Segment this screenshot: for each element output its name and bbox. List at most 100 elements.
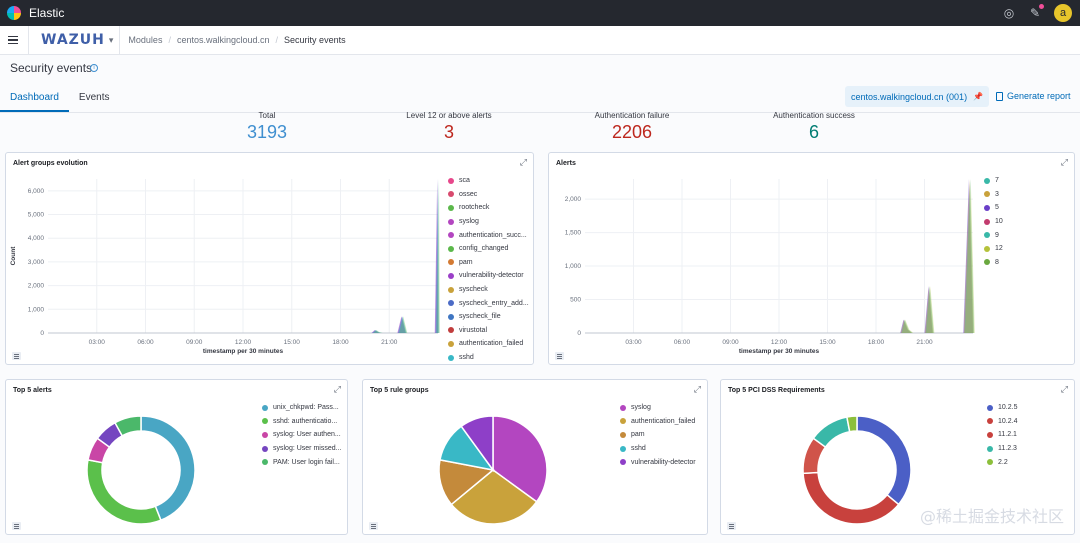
legend-item[interactable]: unix_chkpwd: Pass... bbox=[262, 401, 341, 415]
top5-rule-groups-pie[interactable] bbox=[433, 410, 553, 530]
help-icon[interactable]: ◎ bbox=[1003, 6, 1015, 20]
legend-color-dot bbox=[984, 218, 990, 225]
legend-color-dot bbox=[448, 191, 454, 198]
stat-value[interactable]: 2206 bbox=[611, 122, 653, 142]
legend-item[interactable]: syslog bbox=[448, 215, 529, 229]
breadcrumb-agent[interactable]: centos.walkingcloud.cn bbox=[176, 35, 270, 45]
legend-item[interactable]: sshd bbox=[448, 351, 529, 365]
avatar[interactable]: a bbox=[1054, 4, 1072, 22]
menu-icon[interactable] bbox=[8, 35, 18, 45]
y-tick-label: 5,000 bbox=[28, 212, 45, 219]
legend-label: ossec bbox=[459, 190, 478, 198]
alert-groups-evolution-chart[interactable]: 03:00 06:00 09:00 12:00 15:00 18:00 21:00 0 1,00… bbox=[6, 171, 446, 361]
legend-toggle-icon[interactable] bbox=[555, 352, 564, 360]
legend-toggle-icon[interactable] bbox=[12, 522, 21, 530]
legend-label: 11.2.1 bbox=[998, 431, 1017, 439]
legend-label: 5 bbox=[995, 204, 999, 212]
legend-item[interactable]: vulnerability-detector bbox=[448, 269, 529, 283]
expand-icon[interactable]: ⤢ bbox=[1060, 384, 1068, 394]
top5-pci-donut[interactable] bbox=[797, 410, 917, 530]
info-icon[interactable]: i bbox=[90, 64, 98, 72]
expand-icon[interactable]: ⤢ bbox=[519, 157, 527, 167]
legend-item[interactable]: authentication_failed bbox=[620, 415, 696, 429]
legend-item[interactable]: vulnerability-detector bbox=[620, 455, 696, 469]
chevron-down-icon[interactable]: ▾ bbox=[108, 34, 114, 45]
legend-label: authentication_failed bbox=[631, 417, 696, 425]
news-feed-icon[interactable]: ✎ bbox=[1028, 4, 1044, 20]
wazuh-logo[interactable]: WAZUH bbox=[41, 32, 105, 48]
legend-color-dot bbox=[620, 445, 626, 452]
legend-item[interactable]: 11.2.3 bbox=[987, 442, 1017, 456]
legend-item[interactable]: sshd bbox=[620, 442, 696, 456]
legend-color-dot bbox=[987, 459, 993, 466]
legend-item[interactable]: 5 bbox=[984, 201, 1003, 215]
pie-slice bbox=[812, 416, 851, 449]
legend-item[interactable]: 9 bbox=[984, 228, 1003, 242]
area-series bbox=[900, 179, 973, 333]
pin-icon[interactable]: 📌 bbox=[973, 92, 984, 101]
top5-alerts-donut[interactable] bbox=[81, 410, 201, 530]
generate-report-button[interactable]: Generate report bbox=[996, 91, 1071, 101]
legend-item[interactable]: rootcheck bbox=[448, 201, 529, 215]
stat-value[interactable]: 3193 bbox=[246, 122, 288, 142]
expand-icon[interactable]: ⤢ bbox=[693, 384, 701, 394]
panel-title: Top 5 rule groups bbox=[370, 387, 429, 394]
legend-label: syscheck bbox=[459, 286, 488, 294]
x-axis-label: timestamp per 30 minutes bbox=[203, 348, 284, 355]
legend-color-dot bbox=[620, 459, 626, 466]
legend-item[interactable]: syscheck_file bbox=[448, 310, 529, 324]
divider bbox=[28, 25, 29, 55]
legend-label: vulnerability-detector bbox=[631, 458, 696, 466]
tab-dashboard[interactable]: Dashboard bbox=[0, 86, 69, 112]
legend-toggle-icon[interactable] bbox=[369, 522, 378, 530]
agent-filter-pill[interactable]: centos.walkingcloud.cn (001) 📌 bbox=[845, 86, 990, 107]
legend-toggle-icon[interactable] bbox=[727, 522, 736, 530]
legend-item[interactable]: 11.2.1 bbox=[987, 428, 1017, 442]
legend-item[interactable]: syslog: User authen... bbox=[262, 428, 341, 442]
legend-item[interactable]: sshd: authenticatio... bbox=[262, 415, 341, 429]
legend-color-dot bbox=[448, 313, 454, 320]
legend-item[interactable]: syslog: User missed... bbox=[262, 442, 341, 456]
legend-item[interactable]: 8 bbox=[984, 256, 1003, 270]
tab-bar: Dashboard Events bbox=[0, 86, 120, 112]
alerts-chart[interactable]: 03:00 06:00 09:00 12:00 15:00 18:00 21:00 0 500 1… bbox=[549, 171, 979, 361]
legend-item[interactable]: pam bbox=[620, 428, 696, 442]
legend-color-dot bbox=[448, 232, 454, 239]
legend-item[interactable]: 3 bbox=[984, 188, 1003, 202]
legend-item[interactable]: 10 bbox=[984, 215, 1003, 229]
legend-item[interactable]: pam bbox=[448, 256, 529, 270]
legend-item[interactable]: syscheck bbox=[448, 283, 529, 297]
y-tick-label: 6,000 bbox=[28, 188, 45, 195]
panel-title: Top 5 alerts bbox=[13, 387, 52, 394]
expand-icon[interactable]: ⤢ bbox=[1060, 157, 1068, 167]
legend-item[interactable]: 12 bbox=[984, 242, 1003, 256]
tab-events[interactable]: Events bbox=[78, 92, 110, 103]
legend-item[interactable]: 10.2.5 bbox=[987, 401, 1017, 415]
legend-item[interactable]: sca bbox=[448, 174, 529, 188]
legend-item[interactable]: authentication_succ... bbox=[448, 228, 529, 242]
legend-label: 10.2.5 bbox=[998, 404, 1018, 412]
legend-item[interactable]: authentication_failed bbox=[448, 337, 529, 351]
x-tick-label: 18:00 bbox=[868, 339, 885, 346]
expand-icon[interactable]: ⤢ bbox=[333, 384, 341, 394]
legend-color-dot bbox=[620, 404, 626, 411]
legend-item[interactable]: syscheck_entry_add... bbox=[448, 296, 529, 310]
legend-item[interactable]: ossec bbox=[448, 188, 529, 202]
stat-value[interactable]: 3 bbox=[443, 122, 454, 142]
panel-alert-groups-evolution: Alert groups evolution ⤢ 03:00 06:00 09:00… bbox=[5, 152, 534, 365]
legend-item[interactable]: 7 bbox=[984, 174, 1003, 188]
x-tick-label: 03:00 bbox=[625, 339, 642, 346]
legend-item[interactable]: virustotal bbox=[448, 324, 529, 338]
elastic-logo[interactable] bbox=[7, 6, 21, 20]
legend-item[interactable]: 10.2.4 bbox=[987, 415, 1017, 429]
legend-item[interactable]: syslog bbox=[620, 401, 696, 415]
legend-item[interactable]: PAM: User login fail... bbox=[262, 455, 341, 469]
x-tick-label: 21:00 bbox=[381, 339, 398, 346]
breadcrumb-modules[interactable]: Modules bbox=[128, 35, 163, 45]
legend-label: syslog: User missed... bbox=[273, 445, 342, 453]
pie-slice bbox=[846, 415, 858, 433]
stat-value[interactable]: 6 bbox=[808, 122, 819, 142]
legend-item[interactable]: config_changed bbox=[448, 242, 529, 256]
legend-toggle-icon[interactable] bbox=[12, 352, 21, 360]
legend-item[interactable]: 2.2 bbox=[987, 455, 1017, 469]
